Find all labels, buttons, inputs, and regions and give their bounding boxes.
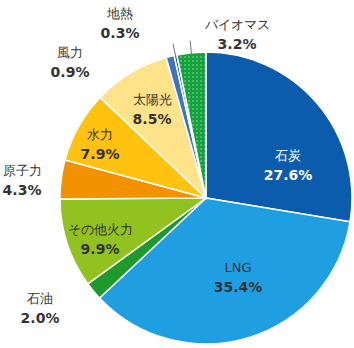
slices: [60, 52, 352, 344]
slice-value: 8.5%: [133, 111, 172, 127]
slice-name: 水力: [87, 127, 113, 142]
slice-name: 風力: [57, 45, 83, 60]
slice-name: その他火力: [68, 222, 133, 237]
slice-value: 7.9%: [81, 146, 120, 162]
slice-value: 35.4%: [214, 279, 263, 295]
slice-value: 3.2%: [218, 36, 257, 52]
slice-name: 地熱: [106, 6, 133, 21]
pie-slice: [206, 52, 352, 222]
slice-value: 0.3%: [101, 25, 140, 41]
slice-value: 4.3%: [3, 182, 42, 198]
slice-value: 27.6%: [264, 167, 313, 183]
slice-value: 2.0%: [21, 310, 60, 326]
data-labels: 石炭 27.6% LNG 35.4% 石油 2.0% その他火力 9.9% 原子力 4.3% 水力 7…: [3, 6, 313, 326]
slice-name: 石油: [27, 291, 53, 306]
slice-value: 0.9%: [51, 64, 90, 80]
slice-name: 太陽光: [133, 92, 172, 107]
slice-name: 石炭: [275, 148, 301, 163]
slice-name: LNG: [224, 260, 251, 275]
slice-name: 原子力: [3, 163, 42, 178]
slice-name: バイオマス: [204, 17, 270, 32]
leader-line: [173, 43, 176, 57]
pie-slice: [177, 52, 206, 198]
chart: 石炭 27.6% LNG 35.4% 石油 2.0% その他火力 9.9% 原子力 4.3% 水力 7…: [0, 0, 354, 348]
slice-value: 9.9%: [81, 241, 120, 257]
leader-line: [190, 41, 191, 55]
pie-slice: [60, 198, 206, 284]
